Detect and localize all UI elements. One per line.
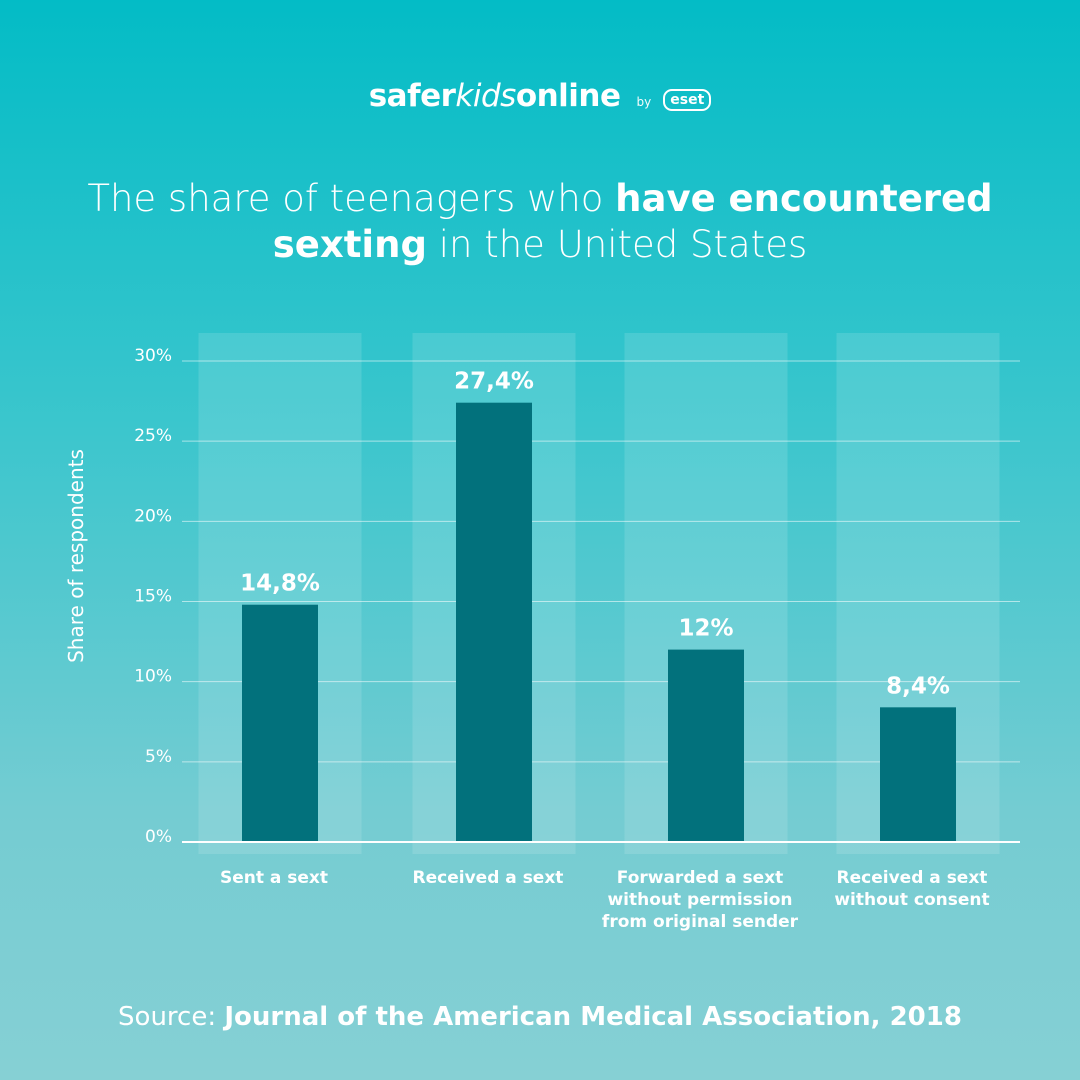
- x-category-label: Sent a sext: [220, 868, 328, 888]
- source-name: Journal of the American Medical Associat…: [224, 1002, 962, 1032]
- brand-by: by: [636, 95, 652, 109]
- brand-logo: saferkidsonline by eset: [0, 78, 1080, 114]
- brand-name: saferkidsonline: [369, 78, 621, 114]
- bar: [668, 649, 744, 842]
- x-category-label: Received a sext: [413, 868, 564, 888]
- y-tick-label: 25%: [134, 426, 172, 446]
- x-category-label: Forwarded a sext: [617, 868, 783, 888]
- brand-safer: safer: [368, 78, 456, 114]
- title-bold1: have encountered: [615, 177, 993, 220]
- x-category-label: without consent: [834, 890, 989, 910]
- source-label: Source:: [118, 1002, 225, 1032]
- bar: [880, 707, 956, 842]
- title-part1: The share of teenagers who: [87, 177, 616, 220]
- bar: [242, 604, 318, 842]
- eset-logo: eset: [663, 89, 712, 111]
- bar-value-label: 8,4%: [886, 673, 950, 699]
- y-tick-label: 5%: [145, 747, 172, 767]
- bar-value-label: 14,8%: [240, 571, 320, 597]
- brand-online: online: [515, 78, 621, 114]
- y-tick-label: 30%: [134, 346, 172, 366]
- title-bold2: sexting: [272, 223, 427, 266]
- y-tick-label: 0%: [145, 827, 172, 847]
- chart-title: The share of teenagers who have encounte…: [60, 176, 1020, 268]
- title-part2: in the United States: [426, 223, 808, 266]
- x-category-label: Received a sext: [837, 868, 988, 888]
- y-tick-label: 20%: [134, 506, 172, 526]
- brand-kids: kids: [455, 78, 516, 114]
- x-category-label: without permission: [607, 890, 792, 910]
- y-tick-label: 15%: [134, 587, 172, 607]
- x-category-label: from original sender: [602, 912, 799, 932]
- bar: [456, 402, 532, 842]
- bar-value-label: 27,4%: [454, 369, 534, 395]
- y-tick-label: 10%: [134, 667, 172, 687]
- source-line: Source: Journal of the American Medical …: [0, 1002, 1080, 1032]
- bar-value-label: 12%: [678, 616, 733, 642]
